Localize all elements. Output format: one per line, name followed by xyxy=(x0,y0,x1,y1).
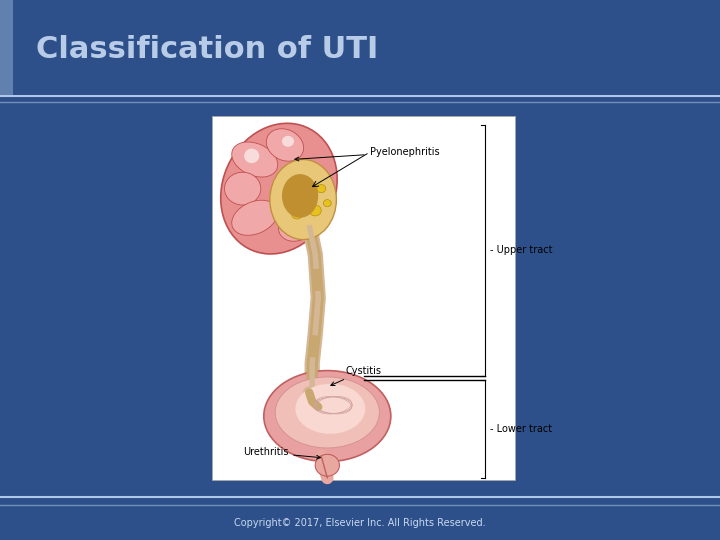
Ellipse shape xyxy=(225,172,261,205)
Ellipse shape xyxy=(292,209,302,219)
Text: Pyelonephritis: Pyelonephritis xyxy=(295,147,439,161)
FancyBboxPatch shape xyxy=(212,116,515,480)
Text: Cystitis: Cystitis xyxy=(330,366,382,386)
Ellipse shape xyxy=(275,377,379,448)
Ellipse shape xyxy=(323,200,331,207)
Ellipse shape xyxy=(266,129,304,161)
Ellipse shape xyxy=(315,454,339,476)
FancyBboxPatch shape xyxy=(0,0,13,94)
Ellipse shape xyxy=(296,185,311,199)
Text: Classification of UTI: Classification of UTI xyxy=(36,35,379,64)
Ellipse shape xyxy=(295,384,365,434)
Ellipse shape xyxy=(264,370,391,462)
Ellipse shape xyxy=(282,136,294,147)
Ellipse shape xyxy=(279,209,315,241)
Ellipse shape xyxy=(221,123,337,254)
Ellipse shape xyxy=(270,159,336,240)
Ellipse shape xyxy=(232,200,278,235)
Ellipse shape xyxy=(282,174,318,218)
Text: Urethritis: Urethritis xyxy=(243,448,320,459)
Ellipse shape xyxy=(232,142,278,177)
Text: - Upper tract: - Upper tract xyxy=(490,246,553,255)
Text: - Lower tract: - Lower tract xyxy=(490,424,552,434)
Ellipse shape xyxy=(309,205,321,216)
Ellipse shape xyxy=(244,148,259,163)
Ellipse shape xyxy=(317,185,325,193)
Text: Copyright© 2017, Elsevier Inc. All Rights Reserved.: Copyright© 2017, Elsevier Inc. All Right… xyxy=(234,518,486,528)
